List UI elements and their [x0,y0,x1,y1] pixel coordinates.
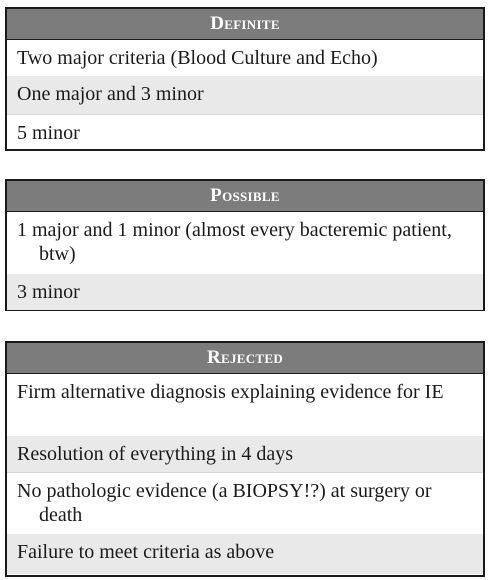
rejected-row: Failure to meet criteria as above [7,534,483,574]
rejected-row-text: Resolution of everything in 4 days [17,443,294,465]
definite-row-text: Two major criteria (Blood Culture and Ec… [17,47,378,69]
rejected-row: No pathologic evidence (a BIOPSY!?) at s… [7,472,483,534]
rejected-row-text: Firm alternative diagnosis explaining ev… [17,381,444,403]
possible-row: 1 major and 1 minor (almost every bacter… [7,212,483,274]
definite-box: Definite Two major criteria (Blood Cultu… [5,7,485,151]
rejected-row: Resolution of everything in 4 days [7,436,483,472]
definite-header: Definite [7,9,483,40]
rejected-row-text: No pathologic evidence (a BIOPSY!?) at s… [17,480,432,526]
definite-row: One major and 3 minor [7,76,483,114]
rejected-row-text: Failure to meet criteria as above [17,541,275,563]
possible-row-text: 3 minor [17,281,80,303]
rejected-row: Firm alternative diagnosis explaining ev… [7,374,483,436]
possible-box: Possible 1 major and 1 minor (almost eve… [5,179,485,311]
rejected-header: Rejected [7,343,483,374]
definite-row-text: 5 minor [17,122,80,144]
definite-row: Two major criteria (Blood Culture and Ec… [7,40,483,76]
definite-row-text: One major and 3 minor [17,83,204,105]
possible-row-text: 1 major and 1 minor (almost every bacter… [17,219,452,265]
possible-row: 3 minor [7,274,483,310]
rejected-box: Rejected Firm alternative diagnosis expl… [5,341,485,577]
possible-header: Possible [7,181,483,212]
definite-row: 5 minor [7,114,483,150]
